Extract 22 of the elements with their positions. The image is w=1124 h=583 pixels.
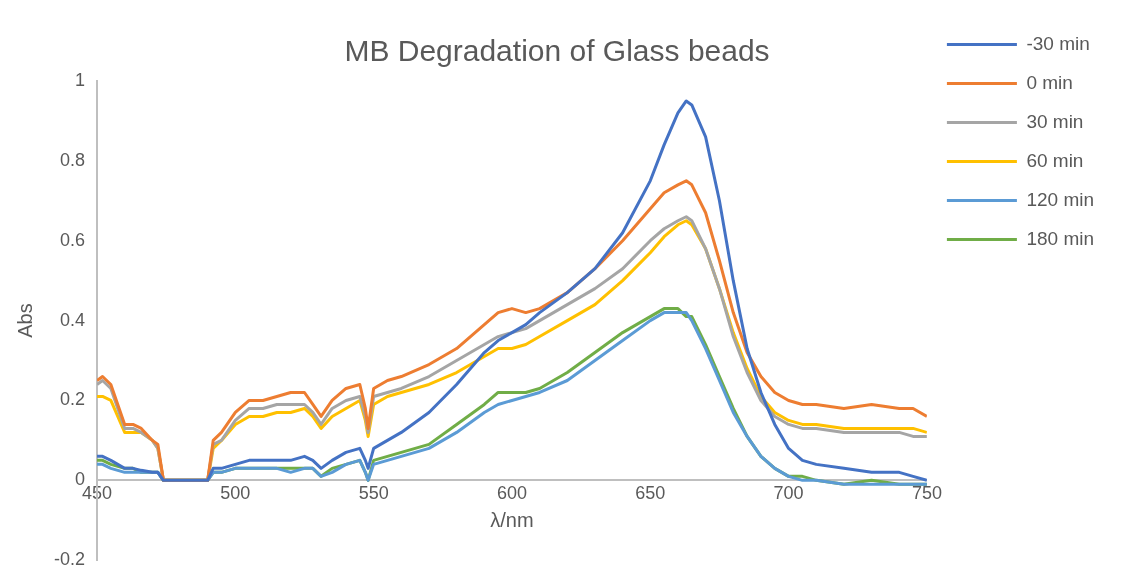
y-tick-label: 0.6 xyxy=(59,229,86,250)
y-tick-label: 0.8 xyxy=(59,149,86,170)
x-tick-label: 500 xyxy=(220,483,251,504)
y-tick-label: 1 xyxy=(75,69,86,90)
legend-label: 30 min xyxy=(1026,110,1084,132)
x-tick-label: 750 xyxy=(911,483,942,504)
y-tick-label: -0.2 xyxy=(53,549,86,570)
x-axis-title: λ/nm xyxy=(490,509,534,532)
y-tick-label: 0 xyxy=(75,469,86,490)
x-tick-label: 550 xyxy=(358,483,389,504)
y-tick-label: 0.4 xyxy=(59,309,86,330)
legend-label: 60 min xyxy=(1026,149,1084,171)
legend-label: -30 min xyxy=(1026,32,1090,54)
x-tick-label: 650 xyxy=(635,483,666,504)
legend-label: 0 min xyxy=(1026,71,1073,93)
legend-label: 120 min xyxy=(1026,188,1095,210)
legend-label: 180 min xyxy=(1026,227,1095,249)
y-tick-label: 0.2 xyxy=(59,389,86,410)
x-tick-label: 700 xyxy=(773,483,804,504)
y-axis-title: Abs xyxy=(13,303,36,338)
x-tick-label: 600 xyxy=(496,483,527,504)
chart-title: MB Degradation of Glass beads xyxy=(344,34,770,68)
